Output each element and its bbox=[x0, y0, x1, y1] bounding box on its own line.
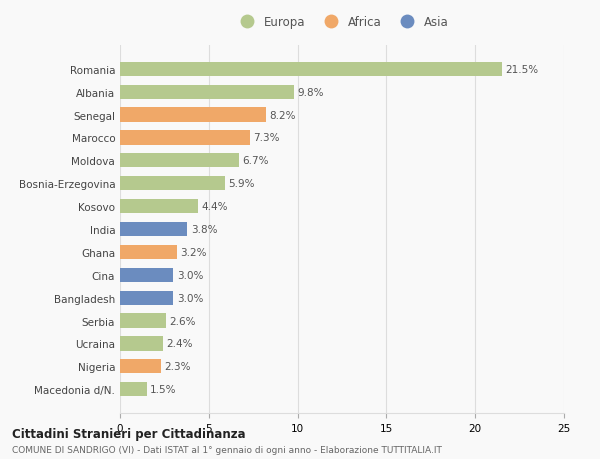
Text: 3.2%: 3.2% bbox=[181, 247, 207, 257]
Text: 21.5%: 21.5% bbox=[505, 65, 539, 75]
Text: 5.9%: 5.9% bbox=[229, 179, 255, 189]
Bar bbox=[120, 291, 173, 305]
Text: 3.8%: 3.8% bbox=[191, 224, 218, 235]
Text: 6.7%: 6.7% bbox=[242, 156, 269, 166]
Legend: Europa, Africa, Asia: Europa, Africa, Asia bbox=[232, 13, 452, 33]
Bar bbox=[120, 200, 198, 214]
Bar bbox=[120, 336, 163, 351]
Text: 2.3%: 2.3% bbox=[164, 362, 191, 371]
Bar bbox=[120, 62, 502, 77]
Bar bbox=[120, 131, 250, 145]
Bar bbox=[120, 154, 239, 168]
Text: Cittadini Stranieri per Cittadinanza: Cittadini Stranieri per Cittadinanza bbox=[12, 427, 245, 440]
Text: 7.3%: 7.3% bbox=[253, 133, 280, 143]
Bar bbox=[120, 177, 225, 191]
Text: 9.8%: 9.8% bbox=[298, 88, 324, 97]
Text: 3.0%: 3.0% bbox=[177, 270, 203, 280]
Text: 1.5%: 1.5% bbox=[150, 384, 176, 394]
Bar bbox=[120, 359, 161, 374]
Text: 8.2%: 8.2% bbox=[269, 110, 296, 120]
Text: 3.0%: 3.0% bbox=[177, 293, 203, 303]
Text: 2.6%: 2.6% bbox=[170, 316, 196, 326]
Text: 4.4%: 4.4% bbox=[202, 202, 228, 212]
Bar bbox=[120, 108, 266, 123]
Bar bbox=[120, 382, 146, 397]
Text: COMUNE DI SANDRIGO (VI) - Dati ISTAT al 1° gennaio di ogni anno - Elaborazione T: COMUNE DI SANDRIGO (VI) - Dati ISTAT al … bbox=[12, 445, 442, 454]
Bar bbox=[120, 223, 187, 236]
Text: 2.4%: 2.4% bbox=[166, 339, 193, 349]
Bar bbox=[120, 245, 177, 259]
Bar bbox=[120, 268, 173, 282]
Bar bbox=[120, 85, 294, 100]
Bar bbox=[120, 314, 166, 328]
